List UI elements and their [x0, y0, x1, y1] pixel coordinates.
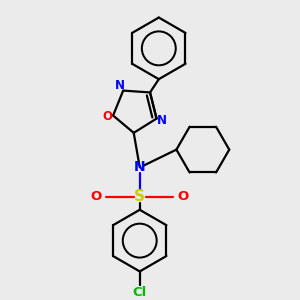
Text: N: N [157, 114, 167, 127]
Text: O: O [91, 190, 102, 203]
Text: O: O [178, 190, 189, 203]
Text: Cl: Cl [133, 286, 147, 299]
Text: O: O [102, 110, 112, 124]
Text: S: S [134, 189, 145, 204]
Text: N: N [115, 79, 125, 92]
Text: N: N [134, 160, 146, 174]
